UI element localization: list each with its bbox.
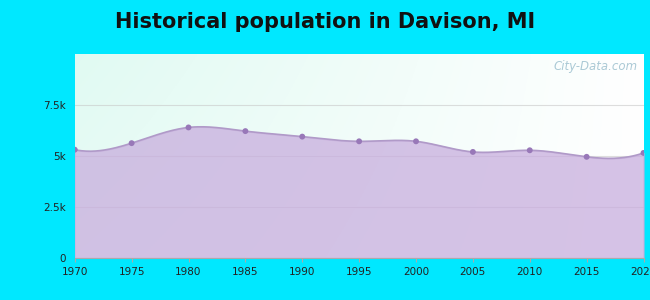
- Point: [354, 139, 364, 144]
- Point: [70, 147, 80, 152]
- Point: [638, 151, 649, 155]
- Point: [581, 154, 592, 159]
- Point: [411, 139, 421, 144]
- Point: [525, 148, 535, 153]
- Point: [468, 149, 478, 154]
- Text: Historical population in Davison, MI: Historical population in Davison, MI: [115, 12, 535, 32]
- Point: [126, 141, 137, 146]
- Point: [297, 134, 307, 139]
- Text: City-Data.com: City-Data.com: [554, 60, 638, 73]
- Point: [183, 125, 194, 130]
- Point: [240, 129, 251, 134]
